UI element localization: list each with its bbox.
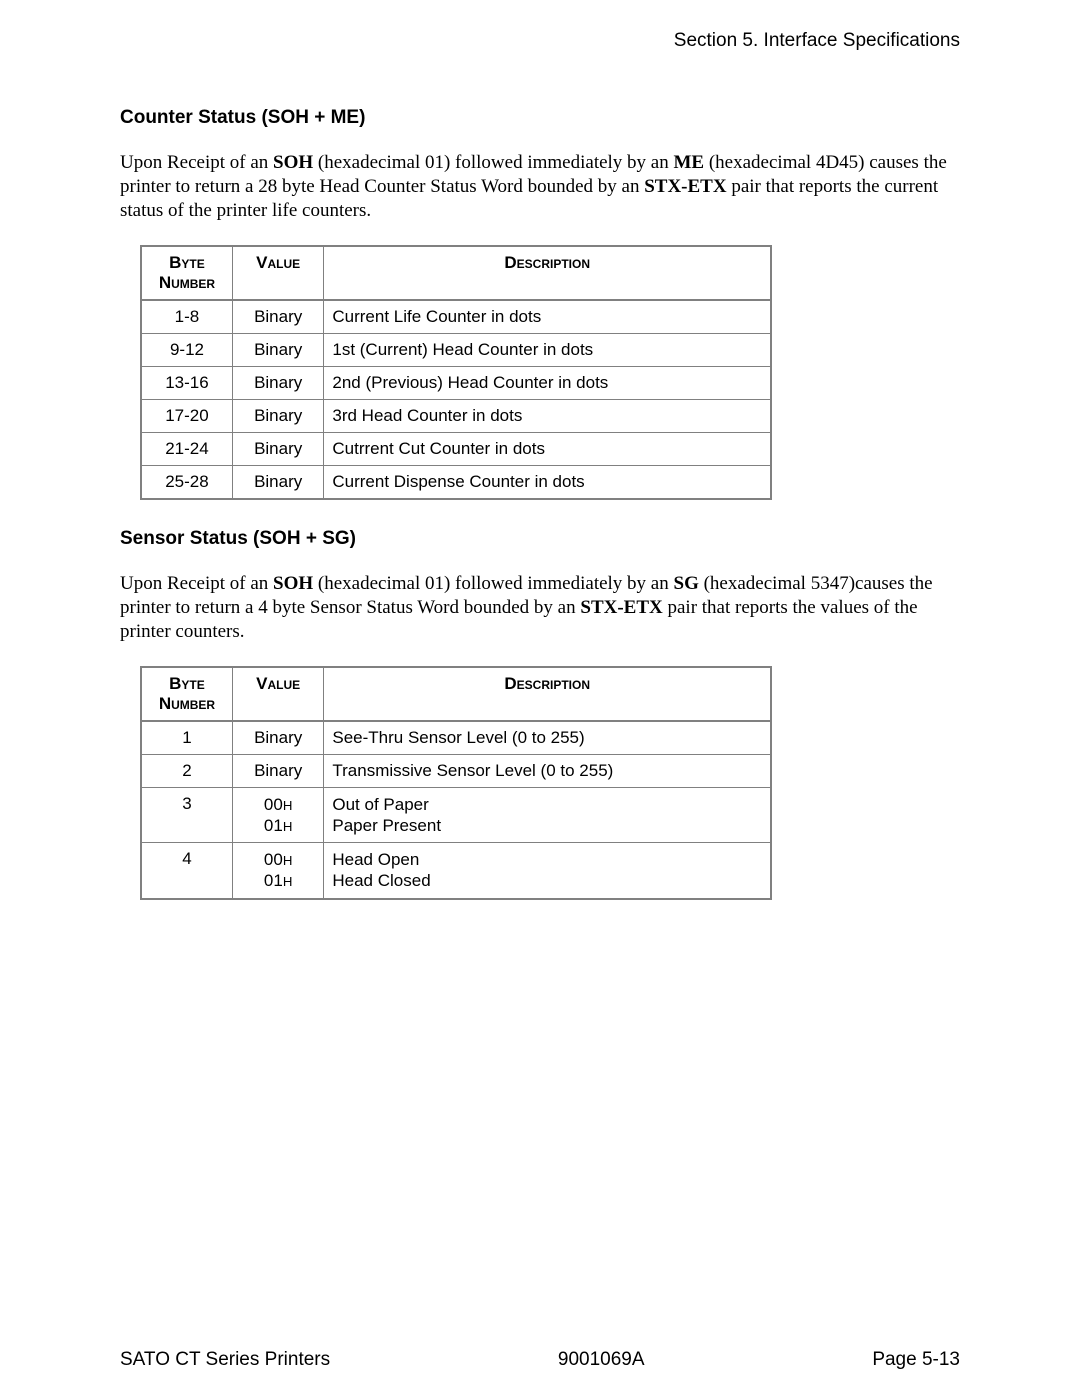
table-header-desc: Description [324, 246, 771, 300]
cell-value: 00H 01H [232, 843, 323, 899]
table-row: 13-16 Binary 2nd (Previous) Head Counter… [141, 366, 771, 399]
cell-value: Binary [232, 721, 323, 755]
text-run: Upon Receipt of an [120, 573, 273, 594]
text-run: (hexadecimal 01) followed immediately by… [313, 152, 673, 173]
cell-byte: 3 [141, 787, 232, 843]
hex-value: 01 [264, 816, 283, 835]
counter-status-table: Byte Number Value Description 1-8 Binary… [140, 245, 772, 500]
table-header-row: Byte Number Value Description [141, 246, 771, 300]
cell-desc: Current Dispense Counter in dots [324, 465, 771, 499]
cell-byte: 4 [141, 843, 232, 899]
table-row: 1-8 Binary Current Life Counter in dots [141, 300, 771, 334]
sensor-status-paragraph: Upon Receipt of an SOH (hexadecimal 01) … [100, 572, 980, 644]
bold-run: SOH [273, 573, 313, 594]
document-page: Section 5. Interface Specifications Coun… [0, 0, 1080, 1397]
bold-run: STX-ETX [580, 597, 662, 618]
table-row: 9-12 Binary 1st (Current) Head Counter i… [141, 333, 771, 366]
cell-byte: 13-16 [141, 366, 232, 399]
hex-suffix: H [283, 798, 293, 813]
cell-desc: Transmissive Sensor Level (0 to 255) [324, 754, 771, 787]
desc-line: Head Closed [332, 871, 430, 890]
cell-desc: Current Life Counter in dots [324, 300, 771, 334]
cell-desc: 2nd (Previous) Head Counter in dots [324, 366, 771, 399]
footer-center: 9001069A [558, 1349, 645, 1371]
cell-desc: 1st (Current) Head Counter in dots [324, 333, 771, 366]
sensor-status-table: Byte Number Value Description 1 Binary S… [140, 666, 772, 900]
cell-value: Binary [232, 399, 323, 432]
table-header-row: Byte Number Value Description [141, 667, 771, 721]
cell-value: Binary [232, 754, 323, 787]
footer-left: SATO CT Series Printers [120, 1349, 330, 1371]
table-row: 2 Binary Transmissive Sensor Level (0 to… [141, 754, 771, 787]
table-row: 25-28 Binary Current Dispense Counter in… [141, 465, 771, 499]
cell-desc: Cutrrent Cut Counter in dots [324, 432, 771, 465]
table-header-value: Value [232, 667, 323, 721]
cell-value: Binary [232, 333, 323, 366]
bold-run: ME [674, 152, 705, 173]
text-run: (hexadecimal 01) followed immediately by… [313, 573, 673, 594]
cell-value: Binary [232, 465, 323, 499]
desc-line: Out of Paper [332, 795, 428, 814]
table-header-byte: Byte Number [141, 667, 232, 721]
desc-line: Head Open [332, 850, 419, 869]
table-header-value: Value [232, 246, 323, 300]
cell-desc: Head Open Head Closed [324, 843, 771, 899]
table-header-byte: Byte Number [141, 246, 232, 300]
table-row: 21-24 Binary Cutrrent Cut Counter in dot… [141, 432, 771, 465]
hex-suffix: H [283, 874, 293, 889]
table-row: 4 00H 01H Head Open Head Closed [141, 843, 771, 899]
cell-value: Binary [232, 300, 323, 334]
table-header-desc: Description [324, 667, 771, 721]
hex-suffix: H [283, 819, 293, 834]
hex-value: 00 [264, 795, 283, 814]
table-row: 3 00H 01H Out of Paper Paper Present [141, 787, 771, 843]
cell-byte: 1-8 [141, 300, 232, 334]
cell-byte: 21-24 [141, 432, 232, 465]
text-run: Upon Receipt of an [120, 152, 273, 173]
hex-value: 01 [264, 871, 283, 890]
bold-run: SOH [273, 152, 313, 173]
footer-right: Page 5-13 [872, 1349, 960, 1371]
cell-byte: 1 [141, 721, 232, 755]
hex-value: 00 [264, 850, 283, 869]
hex-suffix: H [283, 853, 293, 868]
cell-byte: 25-28 [141, 465, 232, 499]
counter-status-paragraph: Upon Receipt of an SOH (hexadecimal 01) … [100, 151, 980, 223]
section-header: Section 5. Interface Specifications [100, 30, 980, 52]
sensor-status-heading: Sensor Status (SOH + SG) [100, 528, 980, 550]
cell-value: Binary [232, 366, 323, 399]
cell-byte: 2 [141, 754, 232, 787]
bold-run: STX-ETX [644, 176, 726, 197]
cell-desc: 3rd Head Counter in dots [324, 399, 771, 432]
cell-value: 00H 01H [232, 787, 323, 843]
cell-value: Binary [232, 432, 323, 465]
cell-byte: 17-20 [141, 399, 232, 432]
bold-run: SG [674, 573, 699, 594]
cell-byte: 9-12 [141, 333, 232, 366]
cell-desc: Out of Paper Paper Present [324, 787, 771, 843]
table-row: 1 Binary See-Thru Sensor Level (0 to 255… [141, 721, 771, 755]
page-footer: SATO CT Series Printers 9001069A Page 5-… [100, 1349, 980, 1371]
counter-status-heading: Counter Status (SOH + ME) [100, 107, 980, 129]
desc-line: Paper Present [332, 816, 441, 835]
cell-desc: See-Thru Sensor Level (0 to 255) [324, 721, 771, 755]
table-row: 17-20 Binary 3rd Head Counter in dots [141, 399, 771, 432]
